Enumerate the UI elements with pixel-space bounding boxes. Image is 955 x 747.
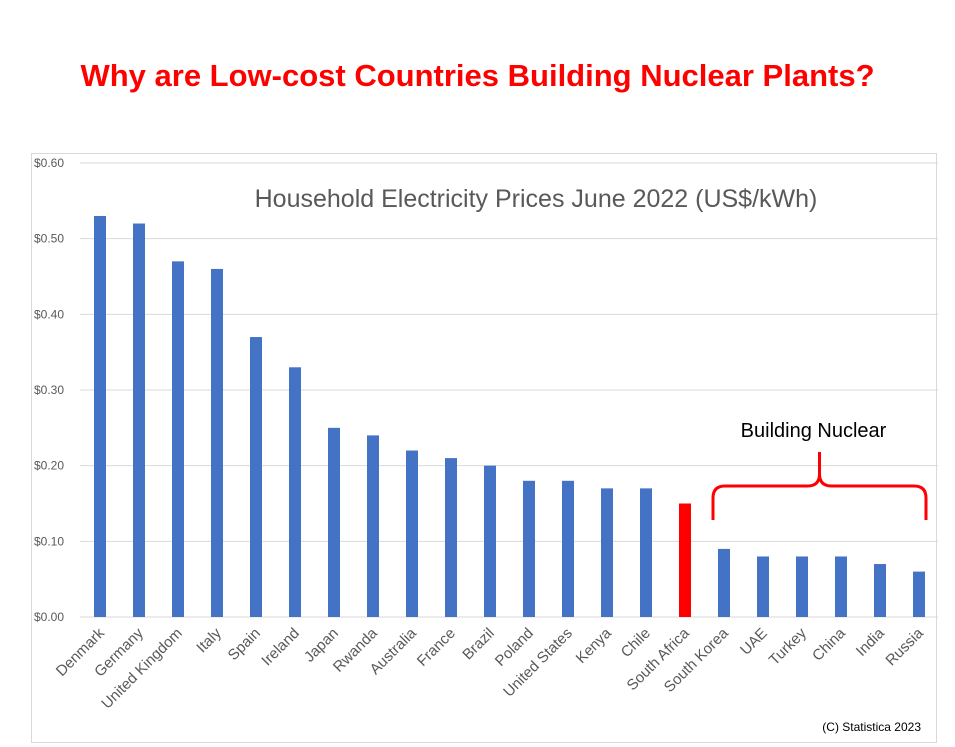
slide-title: Why are Low-cost Countries Building Nucl… [80, 58, 875, 93]
bar-united-states [562, 480, 574, 617]
y-tick-label: $0.60 [34, 156, 64, 170]
x-tick-label: Turkey [766, 624, 810, 668]
x-tick-label: France [414, 625, 459, 670]
chart-frame [31, 153, 937, 743]
y-tick-label: $0.40 [34, 307, 64, 321]
y-tick-label: $0.20 [34, 459, 64, 473]
annotation-bracket [711, 452, 928, 520]
bar-brazil [484, 465, 496, 617]
y-tick-label: $0.00 [34, 610, 64, 624]
x-tick-label: Ireland [258, 625, 302, 669]
bar-japan [328, 427, 340, 617]
x-tick-label: Kenya [573, 624, 616, 667]
bar-australia [406, 450, 418, 617]
bar-china [835, 556, 847, 617]
bar-germany [133, 223, 145, 618]
chart-title: Household Electricity Prices June 2022 (… [255, 185, 818, 213]
bar-italy [211, 268, 223, 617]
bar-france [445, 458, 457, 617]
bar-india [874, 564, 886, 617]
gridlines [80, 162, 938, 618]
credit-text: (C) Statistica 2023 [822, 720, 921, 734]
y-axis-ticks: $0.00 $0.10 $0.20 $0.30 $0.40 $0.50 $0.60 [34, 156, 64, 624]
annotation-label: Building Nuclear [741, 420, 887, 442]
x-tick-label: UAE [737, 625, 771, 659]
x-tick-label: India [853, 624, 888, 659]
bar-turkey [796, 556, 808, 617]
x-tick-label: Italy [193, 624, 225, 656]
bar-uae [757, 556, 769, 617]
bar-rwanda [367, 435, 379, 617]
bar-kenya [601, 488, 613, 617]
bar-russia [913, 571, 925, 617]
bar-south-africa [679, 503, 691, 617]
bar-united-kingdom [172, 261, 184, 617]
bar-chile [640, 488, 652, 617]
annotation: Building Nuclear [711, 420, 928, 520]
bar-south-korea [718, 548, 730, 617]
y-tick-label: $0.50 [34, 232, 64, 246]
bars [94, 215, 925, 618]
x-tick-label: China [809, 624, 849, 664]
x-tick-label: Russia [882, 624, 927, 669]
bar-spain [250, 337, 262, 617]
bar-denmark [94, 215, 106, 617]
x-tick-label: Chile [618, 625, 654, 661]
bar-ireland [289, 367, 301, 617]
y-tick-label: $0.10 [34, 534, 64, 548]
x-tick-label: United States [500, 625, 576, 701]
bar-poland [523, 480, 535, 617]
y-tick-label: $0.30 [34, 383, 64, 397]
